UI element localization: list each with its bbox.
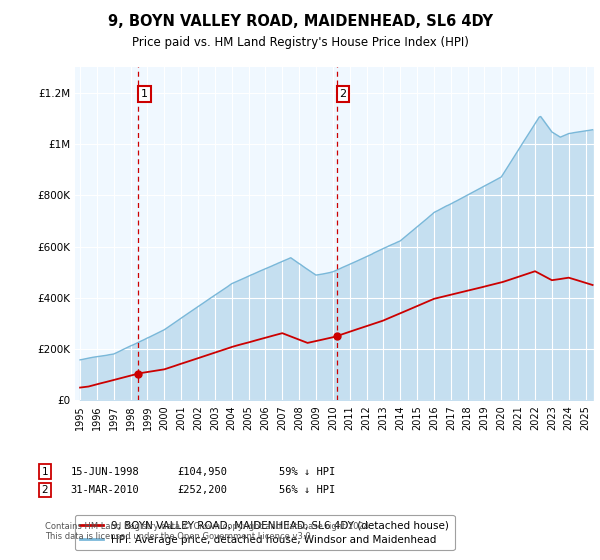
Text: 1: 1 xyxy=(41,466,49,477)
Text: £104,950: £104,950 xyxy=(177,466,227,477)
Text: Contains HM Land Registry data © Crown copyright and database right 2024.
This d: Contains HM Land Registry data © Crown c… xyxy=(45,522,371,542)
Text: 9, BOYN VALLEY ROAD, MAIDENHEAD, SL6 4DY: 9, BOYN VALLEY ROAD, MAIDENHEAD, SL6 4DY xyxy=(107,14,493,29)
Text: 1: 1 xyxy=(141,89,148,99)
Text: 2: 2 xyxy=(340,89,347,99)
Text: £252,200: £252,200 xyxy=(177,485,227,495)
Text: 2: 2 xyxy=(41,485,49,495)
Text: 15-JUN-1998: 15-JUN-1998 xyxy=(71,466,140,477)
Text: Price paid vs. HM Land Registry's House Price Index (HPI): Price paid vs. HM Land Registry's House … xyxy=(131,36,469,49)
Text: 56% ↓ HPI: 56% ↓ HPI xyxy=(279,485,335,495)
Text: 59% ↓ HPI: 59% ↓ HPI xyxy=(279,466,335,477)
Legend: 9, BOYN VALLEY ROAD, MAIDENHEAD, SL6 4DY (detached house), HPI: Average price, d: 9, BOYN VALLEY ROAD, MAIDENHEAD, SL6 4DY… xyxy=(75,515,455,550)
Text: 31-MAR-2010: 31-MAR-2010 xyxy=(71,485,140,495)
